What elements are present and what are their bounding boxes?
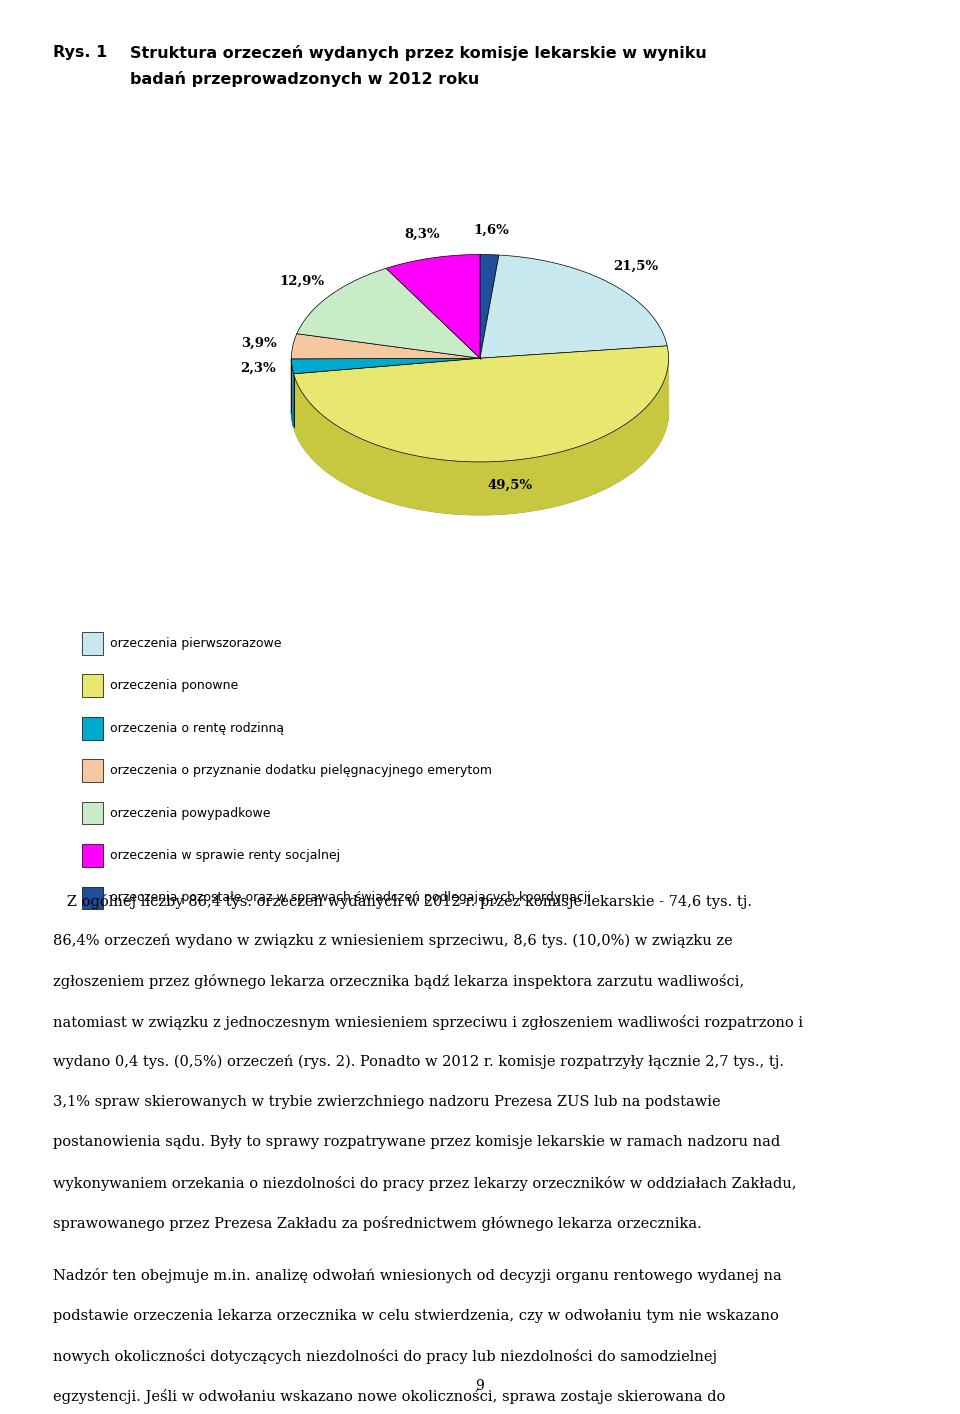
Text: orzeczenia ponowne: orzeczenia ponowne [110,679,239,693]
Text: 3,1% spraw skierowanych w trybie zwierzchniego nadzoru Prezesa ZUS lub na podsta: 3,1% spraw skierowanych w trybie zwierzc… [53,1096,720,1109]
Polygon shape [297,269,480,358]
Text: 86,4% orzeczeń wydano w związku z wniesieniem sprzeciwu, 8,6 tys. (10,0%) w zwią: 86,4% orzeczeń wydano w związku z wniesi… [53,935,732,949]
Polygon shape [480,255,667,358]
Polygon shape [480,255,499,358]
Text: Struktura orzeczeń wydanych przez komisje lekarskie w wyniku: Struktura orzeczeń wydanych przez komisj… [130,45,707,61]
Text: natomiast w związku z jednoczesnym wniesieniem sprzeciwu i zgłoszeniem wadliwośc: natomiast w związku z jednoczesnym wnies… [53,1015,803,1029]
Text: 2,3%: 2,3% [240,362,276,375]
Polygon shape [292,411,668,515]
Text: wykonywaniem orzekania o niezdolności do pracy przez lekarzy orzeczników w oddzi: wykonywaniem orzekania o niezdolności do… [53,1176,796,1191]
Text: 1,6%: 1,6% [473,223,509,236]
Text: sprawowanego przez Prezesa Zakładu za pośrednictwem głównego lekarza orzecznika.: sprawowanego przez Prezesa Zakładu za po… [53,1216,702,1232]
Text: orzeczenia pozostałe oraz w sprawach świadczeń podlegających koordynacji: orzeczenia pozostałe oraz w sprawach świ… [110,891,591,905]
Text: orzeczenia w sprawie renty socjalnej: orzeczenia w sprawie renty socjalnej [110,848,341,863]
Text: Rys. 1: Rys. 1 [53,45,108,61]
Text: 8,3%: 8,3% [405,228,441,240]
Text: nowych okoliczności dotyczących niezdolności do pracy lub niezdolności do samodz: nowych okoliczności dotyczących niezdoln… [53,1349,717,1365]
Text: orzeczenia pierwszorazowe: orzeczenia pierwszorazowe [110,636,282,650]
Text: Nadzór ten obejmuje m.in. analizę odwołań wniesionych od decyzji organu rentoweg: Nadzór ten obejmuje m.in. analizę odwoła… [53,1268,781,1284]
Text: orzeczenia o rentę rodzinną: orzeczenia o rentę rodzinną [110,721,284,735]
Text: orzeczenia powypadkowe: orzeczenia powypadkowe [110,806,271,820]
Polygon shape [292,359,294,427]
Text: 9: 9 [475,1379,485,1393]
Text: egzystencji. Jeśli w odwołaniu wskazano nowe okoliczności, sprawa zostaje skiero: egzystencji. Jeśli w odwołaniu wskazano … [53,1390,725,1404]
Text: 3,9%: 3,9% [241,337,276,349]
Text: podstawie orzeczenia lekarza orzecznika w celu stwierdzenia, czy w odwołaniu tym: podstawie orzeczenia lekarza orzecznika … [53,1309,779,1322]
Polygon shape [292,358,480,373]
Text: postanowienia sądu. Były to sprawy rozpatrywane przez komisje lekarskie w ramach: postanowienia sądu. Były to sprawy rozpa… [53,1135,780,1150]
Text: zgłoszeniem przez głównego lekarza orzecznika bądź lekarza inspektora zarzutu wa: zgłoszeniem przez głównego lekarza orzec… [53,974,744,990]
Text: 21,5%: 21,5% [613,260,659,273]
Polygon shape [292,334,480,359]
Text: 12,9%: 12,9% [279,274,324,287]
Text: orzeczenia o przyznanie dodatku pielęgnacyjnego emerytom: orzeczenia o przyznanie dodatku pielęgna… [110,764,492,778]
Polygon shape [294,362,668,515]
Text: badań przeprowadzonych w 2012 roku: badań przeprowadzonych w 2012 roku [130,71,479,86]
Polygon shape [386,255,480,358]
Text: wydano 0,4 tys. (0,5%) orzeczeń (rys. 2). Ponadto w 2012 r. komisje rozpatrzyły : wydano 0,4 tys. (0,5%) orzeczeń (rys. 2)… [53,1055,783,1069]
Polygon shape [294,346,668,462]
Text: Z ogólnej liczby 86,4 tys. orzeczeń wydanych w 2012 r. przez komisje lekarskie -: Z ogólnej liczby 86,4 tys. orzeczeń wyda… [53,894,752,909]
Text: 49,5%: 49,5% [488,479,533,492]
